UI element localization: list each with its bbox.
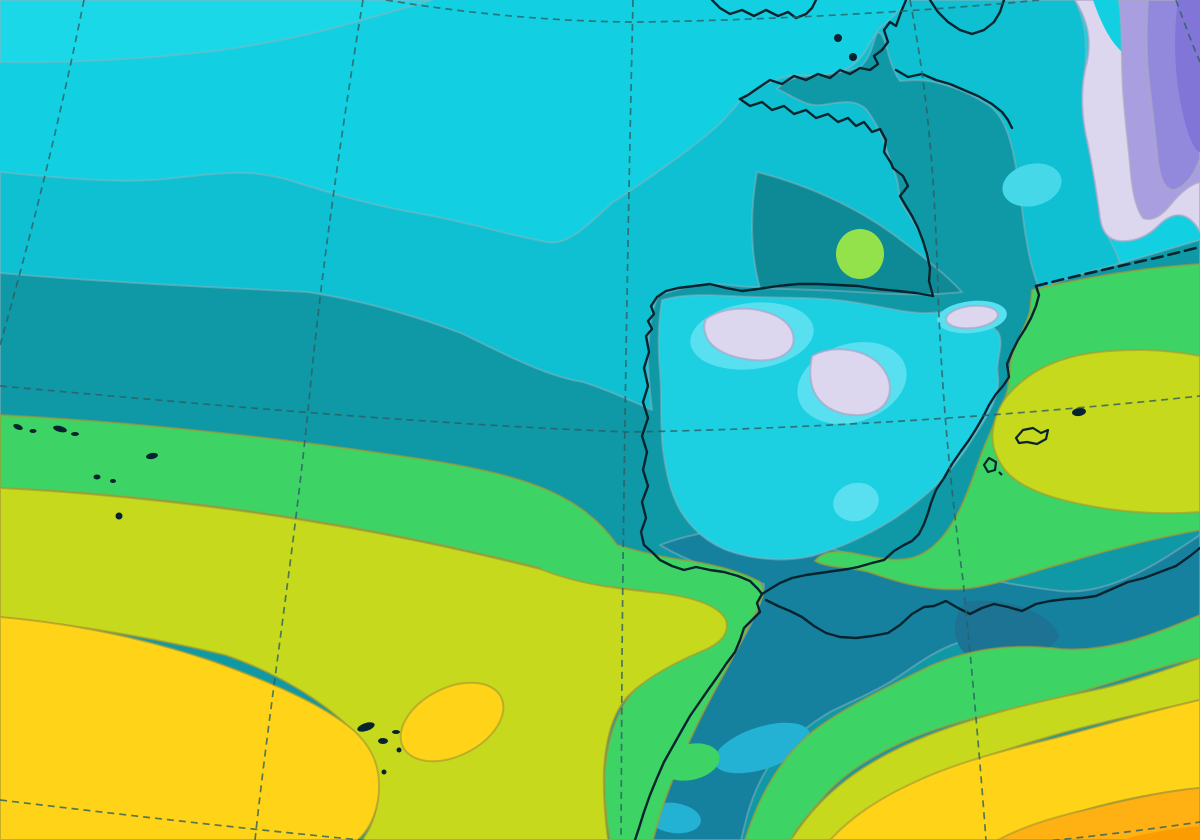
mallorca-island xyxy=(1014,426,1050,446)
gridline-parallel-3 xyxy=(0,799,1200,840)
cornwall-coastline xyxy=(928,0,1006,36)
gridline-meridian-2 xyxy=(254,0,364,840)
azores-island-3 xyxy=(53,425,67,433)
channel-island-1 xyxy=(834,34,842,42)
morocco-green-pocket xyxy=(660,743,720,781)
madeira-island-3 xyxy=(392,730,400,734)
normandy-coastline xyxy=(894,68,1014,130)
madeira-yellow-cell xyxy=(399,681,505,763)
band-cyan-brightest-wedge xyxy=(0,0,433,64)
france-mediterranean-coastline xyxy=(1034,245,1200,288)
france-atlantic-coastline xyxy=(891,166,935,298)
gridline-meridian-5 xyxy=(1175,0,1200,63)
madeira-island-2 xyxy=(378,738,388,744)
menorca-island xyxy=(1072,407,1086,417)
brittany-north-coastline xyxy=(738,0,908,101)
iberia-coastline xyxy=(639,282,1041,596)
purple-pocket-core xyxy=(1175,0,1200,152)
band-yellowgreen-west xyxy=(0,487,728,840)
madeira-island-4 xyxy=(396,747,402,753)
azores-island-6 xyxy=(93,474,101,480)
channel-island-2 xyxy=(849,53,857,61)
band-yellow-southwest xyxy=(0,616,381,840)
iberia-pale-patch-south xyxy=(833,482,879,522)
azores-island-4 xyxy=(71,432,79,436)
france-lime-warm-spot xyxy=(836,229,884,279)
iberia-lavender-spot-west xyxy=(703,307,795,362)
band-orange-deep xyxy=(1122,826,1200,840)
england-south-coastline xyxy=(710,0,818,20)
coastlines-group xyxy=(13,0,1200,840)
madeira-island-5 xyxy=(381,769,387,775)
gridline-meridian-3 xyxy=(620,0,634,840)
gridline-meridian-1 xyxy=(0,0,85,346)
azores-island-8 xyxy=(115,512,123,520)
morocco-atlantic-coastline xyxy=(633,592,764,840)
gridline-parallel-2 xyxy=(0,385,1200,433)
azores-island-2 xyxy=(29,429,37,433)
ebro-lavender-spot xyxy=(945,304,999,330)
madeira-island-1 xyxy=(357,722,375,732)
azores-island-5 xyxy=(146,452,158,460)
azores-island-7 xyxy=(110,479,116,483)
biscay-light-cyan-spot xyxy=(1002,163,1062,207)
iberia-lavender-spot-central xyxy=(809,348,891,417)
brittany-south-coastline xyxy=(738,97,895,170)
ibiza-island xyxy=(982,456,1003,476)
gridline-meridian-4 xyxy=(909,0,987,840)
azores-island-1 xyxy=(13,424,23,430)
band-orange xyxy=(997,787,1200,840)
north-africa-coastline xyxy=(764,546,1200,640)
balearic-yellowgreen-cell xyxy=(991,348,1200,515)
